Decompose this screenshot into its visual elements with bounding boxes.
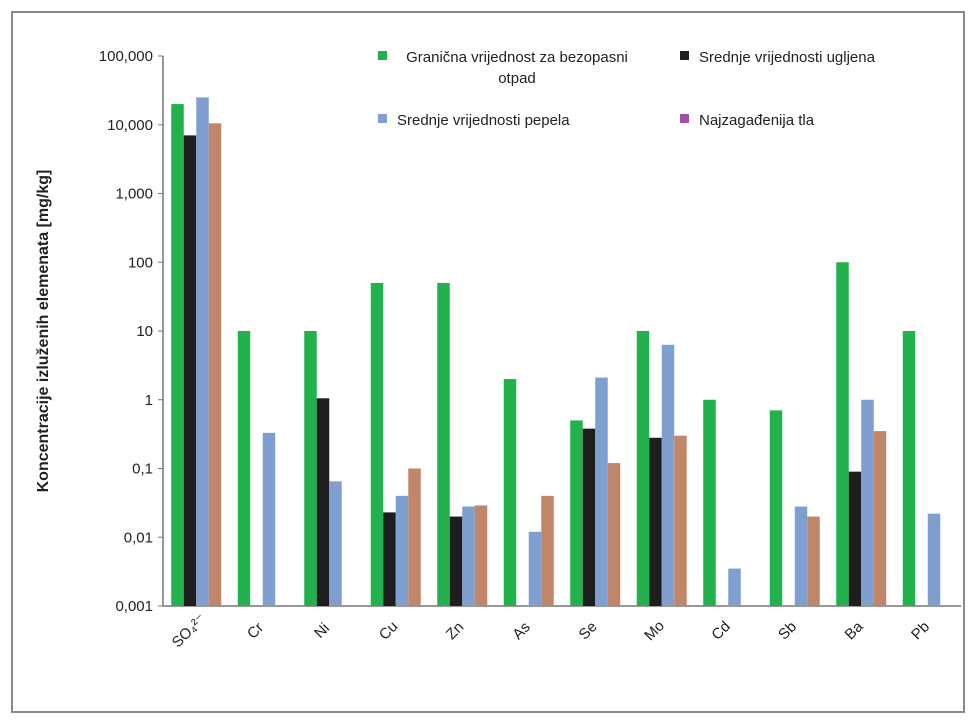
- y-tick-label: 0,1: [132, 461, 153, 478]
- x-tick-label: Pb: [908, 618, 933, 643]
- bar: [703, 399, 716, 606]
- y-tick-label: 100,000: [99, 48, 153, 65]
- bar: [873, 431, 887, 606]
- legend-item: Srednje vrijednosti pepela: [378, 110, 570, 131]
- x-tick-label: Cu: [376, 618, 402, 644]
- bar: [503, 379, 517, 606]
- y-tick-label: 10,000: [107, 117, 153, 134]
- bar: [661, 344, 675, 606]
- bar: [208, 123, 222, 606]
- bar: [636, 331, 650, 606]
- bar: [237, 331, 251, 606]
- y-tick-label: 10: [136, 323, 153, 340]
- y-tick-label: 1: [145, 392, 153, 409]
- bar: [395, 495, 409, 606]
- y-axis-label: Koncentracije izluženih elemenata [mg/kg…: [35, 170, 52, 493]
- bar: [462, 506, 475, 606]
- x-tick-label: Zn: [443, 619, 467, 643]
- x-tick-label: SO₄²⁻: [169, 610, 210, 651]
- legend-label: Srednje vrijednosti pepela: [397, 112, 570, 129]
- bar: [437, 282, 450, 606]
- y-tick-label: 0,001: [115, 598, 153, 615]
- bar: [861, 399, 874, 606]
- bar: [383, 512, 396, 606]
- bar: [370, 282, 384, 606]
- bar: [807, 516, 820, 606]
- y-tick-label: 0,01: [124, 529, 153, 546]
- bar: [408, 468, 421, 606]
- bar: [183, 135, 197, 606]
- legend-label: Srednje vrijednosti ugljena: [699, 49, 875, 66]
- x-tick-label: Sb: [775, 618, 800, 643]
- legend-item: Srednje vrijednosti ugljena: [680, 47, 875, 68]
- x-tick-label: Se: [576, 618, 601, 643]
- legend-item: Najzagađenija tla: [680, 110, 814, 131]
- x-tick-label: Mo: [641, 617, 668, 644]
- bar: [836, 262, 849, 606]
- bar: [848, 471, 862, 606]
- bar: [570, 420, 583, 606]
- bar: [927, 513, 941, 606]
- y-tick-label: 1,000: [115, 186, 153, 203]
- x-tick-label: Ba: [842, 618, 867, 643]
- bar: [304, 331, 317, 606]
- bar: [541, 495, 554, 606]
- bar: [196, 97, 209, 606]
- legend-label: Granična vrijednost za bezopasni otpad: [406, 49, 628, 87]
- x-tick-label: Cd: [708, 618, 734, 644]
- legend-item: Granična vrijednost za bezopasni otpad: [378, 47, 637, 89]
- y-tick-label: 100: [128, 254, 153, 271]
- x-tick-label: Ni: [311, 620, 333, 642]
- bar: [769, 410, 783, 606]
- bar: [674, 435, 687, 606]
- bar: [316, 398, 330, 606]
- x-tick-label: Cr: [244, 619, 267, 642]
- bar: [649, 437, 662, 606]
- bar: [607, 463, 621, 606]
- bar: [329, 481, 342, 606]
- legend-swatch: [680, 51, 689, 60]
- bar: [474, 505, 488, 606]
- bar: [595, 377, 608, 606]
- x-tick-label: As: [509, 619, 533, 643]
- legend-swatch: [378, 51, 387, 60]
- bar: [582, 428, 596, 606]
- bar: [449, 516, 463, 606]
- bar: [528, 531, 542, 606]
- bar: [728, 568, 741, 606]
- bar: [794, 506, 808, 606]
- legend-swatch: [378, 114, 387, 123]
- chart-frame: [11, 11, 965, 713]
- bar: [902, 331, 916, 606]
- legend-label: Najzagađenija tla: [699, 112, 815, 129]
- bar: [171, 104, 184, 606]
- bar: [262, 432, 276, 606]
- legend-swatch: [680, 114, 689, 123]
